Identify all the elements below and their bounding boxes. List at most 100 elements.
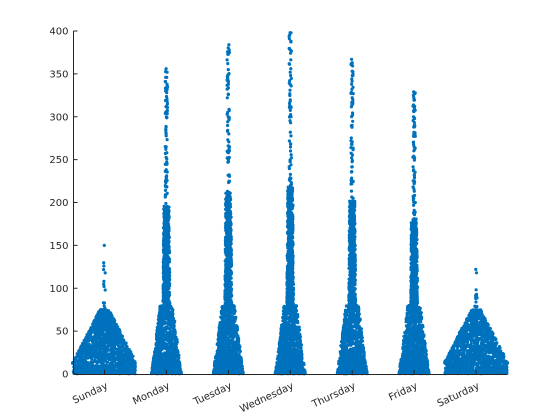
data-point-tuesday (226, 313, 230, 317)
data-point-tuesday (230, 346, 234, 350)
data-point-monday (164, 238, 169, 242)
data-point-sunday (83, 339, 87, 343)
data-point-sunday (115, 327, 119, 331)
data-point-sunday (106, 323, 110, 327)
data-point-monday (162, 270, 166, 274)
data-point-monday (169, 319, 173, 323)
data-point-monday (157, 358, 161, 362)
data-point-sunday (103, 337, 107, 341)
data-point-monday (162, 249, 166, 253)
data-point-sunday (77, 350, 81, 354)
data-point-monday (160, 364, 164, 368)
data-point-sunday (97, 340, 101, 344)
data-point-sunday (83, 367, 87, 371)
data-point-sunday (109, 344, 113, 348)
data-point-monday (173, 359, 177, 363)
data-point-monday (165, 205, 169, 210)
data-point-monday (165, 174, 169, 178)
data-point-monday (157, 322, 161, 326)
data-point-monday (167, 235, 171, 240)
data-point-sunday (94, 338, 98, 342)
data-point-monday (172, 329, 176, 333)
data-point-monday (154, 359, 158, 363)
data-point-monday (165, 70, 169, 74)
data-point-monday (159, 311, 163, 315)
data-point-monday (165, 210, 169, 215)
data-point-monday (164, 326, 169, 330)
data-point-sunday (103, 353, 107, 358)
data-point-monday (165, 162, 169, 166)
data-point-sunday (119, 337, 124, 341)
data-point-monday (163, 188, 168, 192)
data-point-sunday (111, 327, 115, 331)
data-point-sunday (103, 320, 107, 324)
data-point-sunday (108, 361, 112, 365)
data-point-sunday (130, 370, 134, 374)
data-point-sunday (106, 330, 110, 334)
data-point-sunday (116, 331, 121, 335)
data-point-tuesday (236, 334, 240, 338)
data-point-monday (169, 337, 173, 341)
data-point-sunday (113, 347, 118, 351)
data-point-monday (162, 358, 166, 362)
data-point-monday (164, 253, 168, 257)
data-point-monday (167, 303, 171, 307)
data-point-monday (167, 277, 171, 281)
data-point-sunday (102, 344, 106, 348)
data-point-monday (162, 299, 166, 303)
data-point-monday (164, 264, 169, 268)
data-point-sunday (105, 314, 109, 318)
data-point-monday (172, 334, 176, 338)
data-point-monday (164, 343, 168, 347)
data-point-monday (164, 124, 168, 129)
data-point-sunday (77, 358, 82, 362)
data-point-monday (165, 289, 169, 293)
data-point-monday (163, 193, 167, 197)
data-point-sunday (101, 340, 105, 344)
data-point-monday (161, 332, 165, 336)
data-point-monday (170, 309, 174, 313)
data-point-monday (163, 242, 167, 247)
data-point-monday (164, 248, 169, 252)
data-point-monday (153, 370, 157, 374)
data-point-sunday (102, 304, 106, 308)
data-point-monday (163, 80, 167, 84)
data-point-sunday (102, 307, 106, 311)
data-point-sunday (100, 316, 104, 321)
data-point-sunday (91, 353, 95, 357)
data-point-sunday (116, 341, 120, 345)
data-point-sunday (94, 328, 99, 332)
data-point-sunday (85, 355, 89, 359)
data-point-sunday (83, 359, 87, 363)
data-point-sunday (102, 261, 106, 265)
data-point-sunday (97, 337, 101, 341)
data-point-sunday (110, 319, 114, 323)
data-point-sunday (102, 268, 106, 272)
data-point-sunday (85, 352, 89, 356)
data-point-sunday (113, 323, 117, 327)
data-point-monday (161, 264, 166, 268)
data-point-sunday (73, 360, 77, 364)
data-point-monday (162, 287, 166, 291)
data-point-sunday (94, 335, 98, 339)
data-point-monday (167, 311, 171, 315)
data-point-monday (166, 306, 170, 310)
data-point-monday (165, 82, 169, 86)
data-point-monday (165, 273, 169, 277)
data-point-tuesday (231, 311, 235, 315)
data-point-sunday (91, 341, 95, 346)
data-point-sunday (123, 367, 127, 371)
data-point-sunday (101, 361, 105, 365)
data-point-sunday (98, 352, 102, 356)
data-point-tuesday (224, 237, 228, 242)
data-point-sunday (103, 271, 107, 275)
data-point-sunday (109, 315, 113, 319)
data-point-monday (164, 168, 168, 172)
data-point-tuesday (232, 342, 237, 346)
data-point-sunday (103, 288, 107, 292)
data-point-monday (154, 341, 158, 345)
data-point-monday (166, 351, 170, 355)
data-point-monday (168, 366, 172, 370)
data-point-sunday (83, 364, 87, 368)
data-point-monday (168, 346, 172, 350)
